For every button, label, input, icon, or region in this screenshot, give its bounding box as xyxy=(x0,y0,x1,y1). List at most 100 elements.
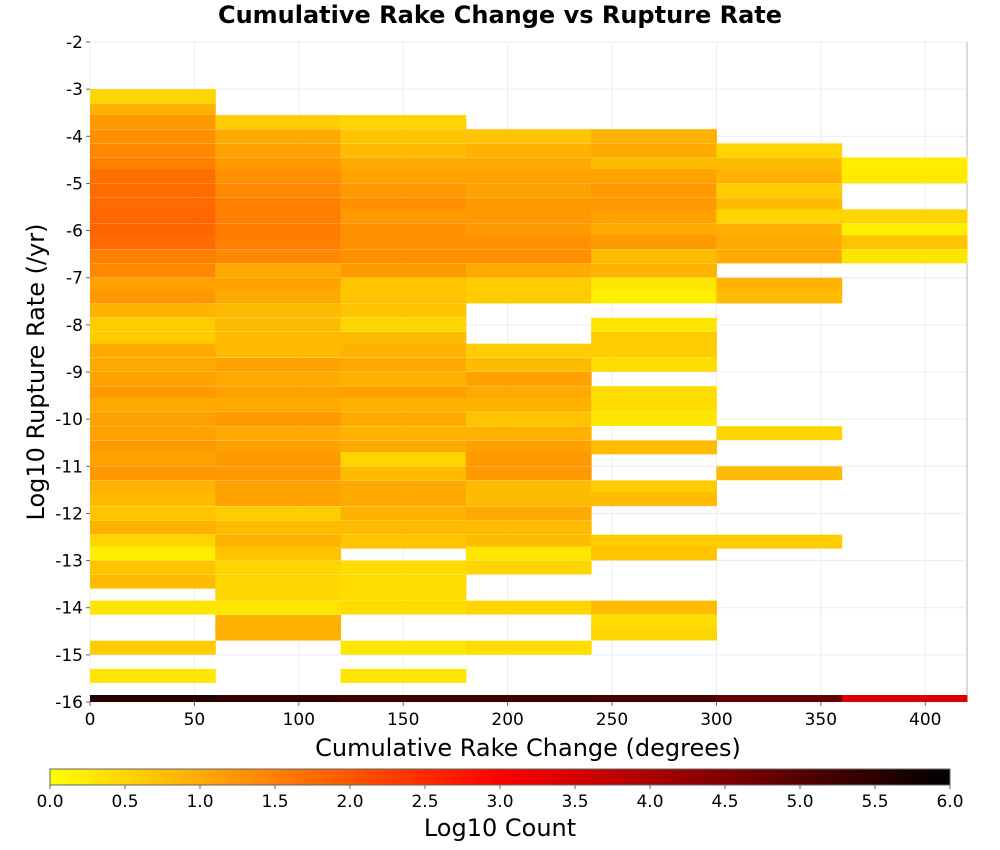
heatmap-cell xyxy=(90,249,216,264)
heatmap-cell xyxy=(340,452,467,467)
heatmap-strip-cell xyxy=(215,695,342,702)
heatmap-cell xyxy=(90,412,216,427)
heatmap-cell xyxy=(465,397,592,412)
heatmap-cell xyxy=(340,669,467,683)
colorbar-tick-label: 0.5 xyxy=(111,792,138,812)
y-tick-label: -13 xyxy=(55,552,83,572)
heatmap-cell xyxy=(340,209,467,224)
heatmap-cell xyxy=(716,277,843,292)
heatmap-cell xyxy=(215,386,342,401)
heatmap-cell xyxy=(215,317,342,332)
x-tick-label: 400 xyxy=(909,710,941,730)
heatmap-cell xyxy=(340,440,467,455)
heatmap-cell xyxy=(340,129,467,144)
heatmap-cell xyxy=(90,574,216,589)
heatmap-cell xyxy=(90,115,216,130)
heatmap-cell xyxy=(215,372,342,386)
heatmap-strip-cell xyxy=(716,695,843,702)
heatmap-cell xyxy=(465,143,592,158)
colorbar-tick-label: 0.0 xyxy=(36,792,63,812)
heatmap-cell xyxy=(465,249,592,264)
heatmap-cell xyxy=(90,331,216,346)
x-tick-label: 250 xyxy=(596,710,628,730)
y-tick-label: -5 xyxy=(66,174,83,194)
heatmap-cell xyxy=(841,249,968,264)
y-tick-label: -4 xyxy=(66,127,83,147)
heatmap-strip-cell xyxy=(591,695,717,702)
heatmap-cell xyxy=(90,183,216,198)
heatmap-cell xyxy=(340,143,467,158)
heatmap-cell xyxy=(465,129,592,144)
heatmap-cell xyxy=(340,357,467,372)
heatmap-cell xyxy=(90,317,216,332)
heatmap-cell xyxy=(215,343,342,358)
heatmap-cell xyxy=(90,426,216,441)
y-tick-label: -14 xyxy=(55,599,83,619)
heatmap-cell xyxy=(90,289,216,304)
y-tick-label: -16 xyxy=(55,693,83,713)
heatmap-cell xyxy=(215,440,342,455)
heatmap-cell xyxy=(340,586,467,601)
heatmap-cell xyxy=(90,89,216,104)
heatmap-cell xyxy=(465,440,592,455)
heatmap-cell xyxy=(340,235,467,250)
x-tick-label: 200 xyxy=(491,710,523,730)
heatmap-cell xyxy=(90,277,216,292)
heatmap-cell xyxy=(591,626,717,641)
heatmap-cell xyxy=(340,197,467,212)
y-axis-label: Log10 Rupture Rate (/yr) xyxy=(22,224,50,521)
heatmap-cell xyxy=(340,289,467,304)
x-axis-ticks: 0 50 100 150 200 250 300 350 400 xyxy=(85,702,941,730)
x-tick-label: 300 xyxy=(700,710,732,730)
heatmap-cell xyxy=(591,600,717,615)
heatmap-cell xyxy=(340,343,467,358)
heatmap-cell xyxy=(215,277,342,292)
heatmap-cell xyxy=(215,169,342,184)
heatmap-cell xyxy=(716,426,843,441)
heatmap-cell xyxy=(340,492,467,507)
heatmap-cell xyxy=(90,466,216,481)
heatmap-cell xyxy=(340,397,467,412)
colorbar-tick-label: 4.0 xyxy=(636,792,663,812)
heatmap-cell xyxy=(215,614,342,629)
heatmap-cell xyxy=(215,546,342,561)
heatmap-cell xyxy=(591,223,717,238)
heatmap-cell xyxy=(465,520,592,535)
heatmap-cell xyxy=(215,209,342,224)
heatmap-cell xyxy=(591,209,717,224)
heatmap-cell xyxy=(591,289,717,304)
heatmap-cell xyxy=(90,263,216,278)
heatmap-cell xyxy=(841,223,968,238)
x-tick-label: 50 xyxy=(184,710,206,730)
heatmap-cell xyxy=(591,480,717,495)
heatmap-cell xyxy=(841,169,968,184)
heatmap-cell xyxy=(591,412,717,427)
heatmap-cell xyxy=(90,669,216,683)
heatmap-cell xyxy=(465,183,592,198)
heatmap-cell xyxy=(716,183,843,198)
colorbar-tick-label: 2.5 xyxy=(411,792,438,812)
heatmap-cell xyxy=(340,534,467,549)
heatmap-cell xyxy=(841,157,968,172)
heatmap-cell xyxy=(340,317,467,332)
heatmap-cell xyxy=(340,574,467,589)
heatmap-cell xyxy=(465,277,592,292)
heatmap-cell xyxy=(716,534,843,549)
heatmap-cell xyxy=(591,169,717,184)
heatmap-strip-cell xyxy=(841,695,968,702)
heatmap-cell xyxy=(90,169,216,184)
heatmap-cell xyxy=(465,480,592,495)
heatmap-cells xyxy=(90,89,968,702)
heatmap-cell xyxy=(215,534,342,549)
heatmap-cell xyxy=(465,372,592,386)
colorbar xyxy=(49,768,951,786)
y-tick-label: -11 xyxy=(55,457,83,477)
heatmap-cell xyxy=(465,343,592,358)
heatmap-cell xyxy=(90,600,216,615)
heatmap-cell xyxy=(465,157,592,172)
heatmap-cell xyxy=(90,197,216,212)
x-tick-label: 150 xyxy=(387,710,419,730)
heatmap-cell xyxy=(215,183,342,198)
heatmap-cell xyxy=(591,534,717,549)
